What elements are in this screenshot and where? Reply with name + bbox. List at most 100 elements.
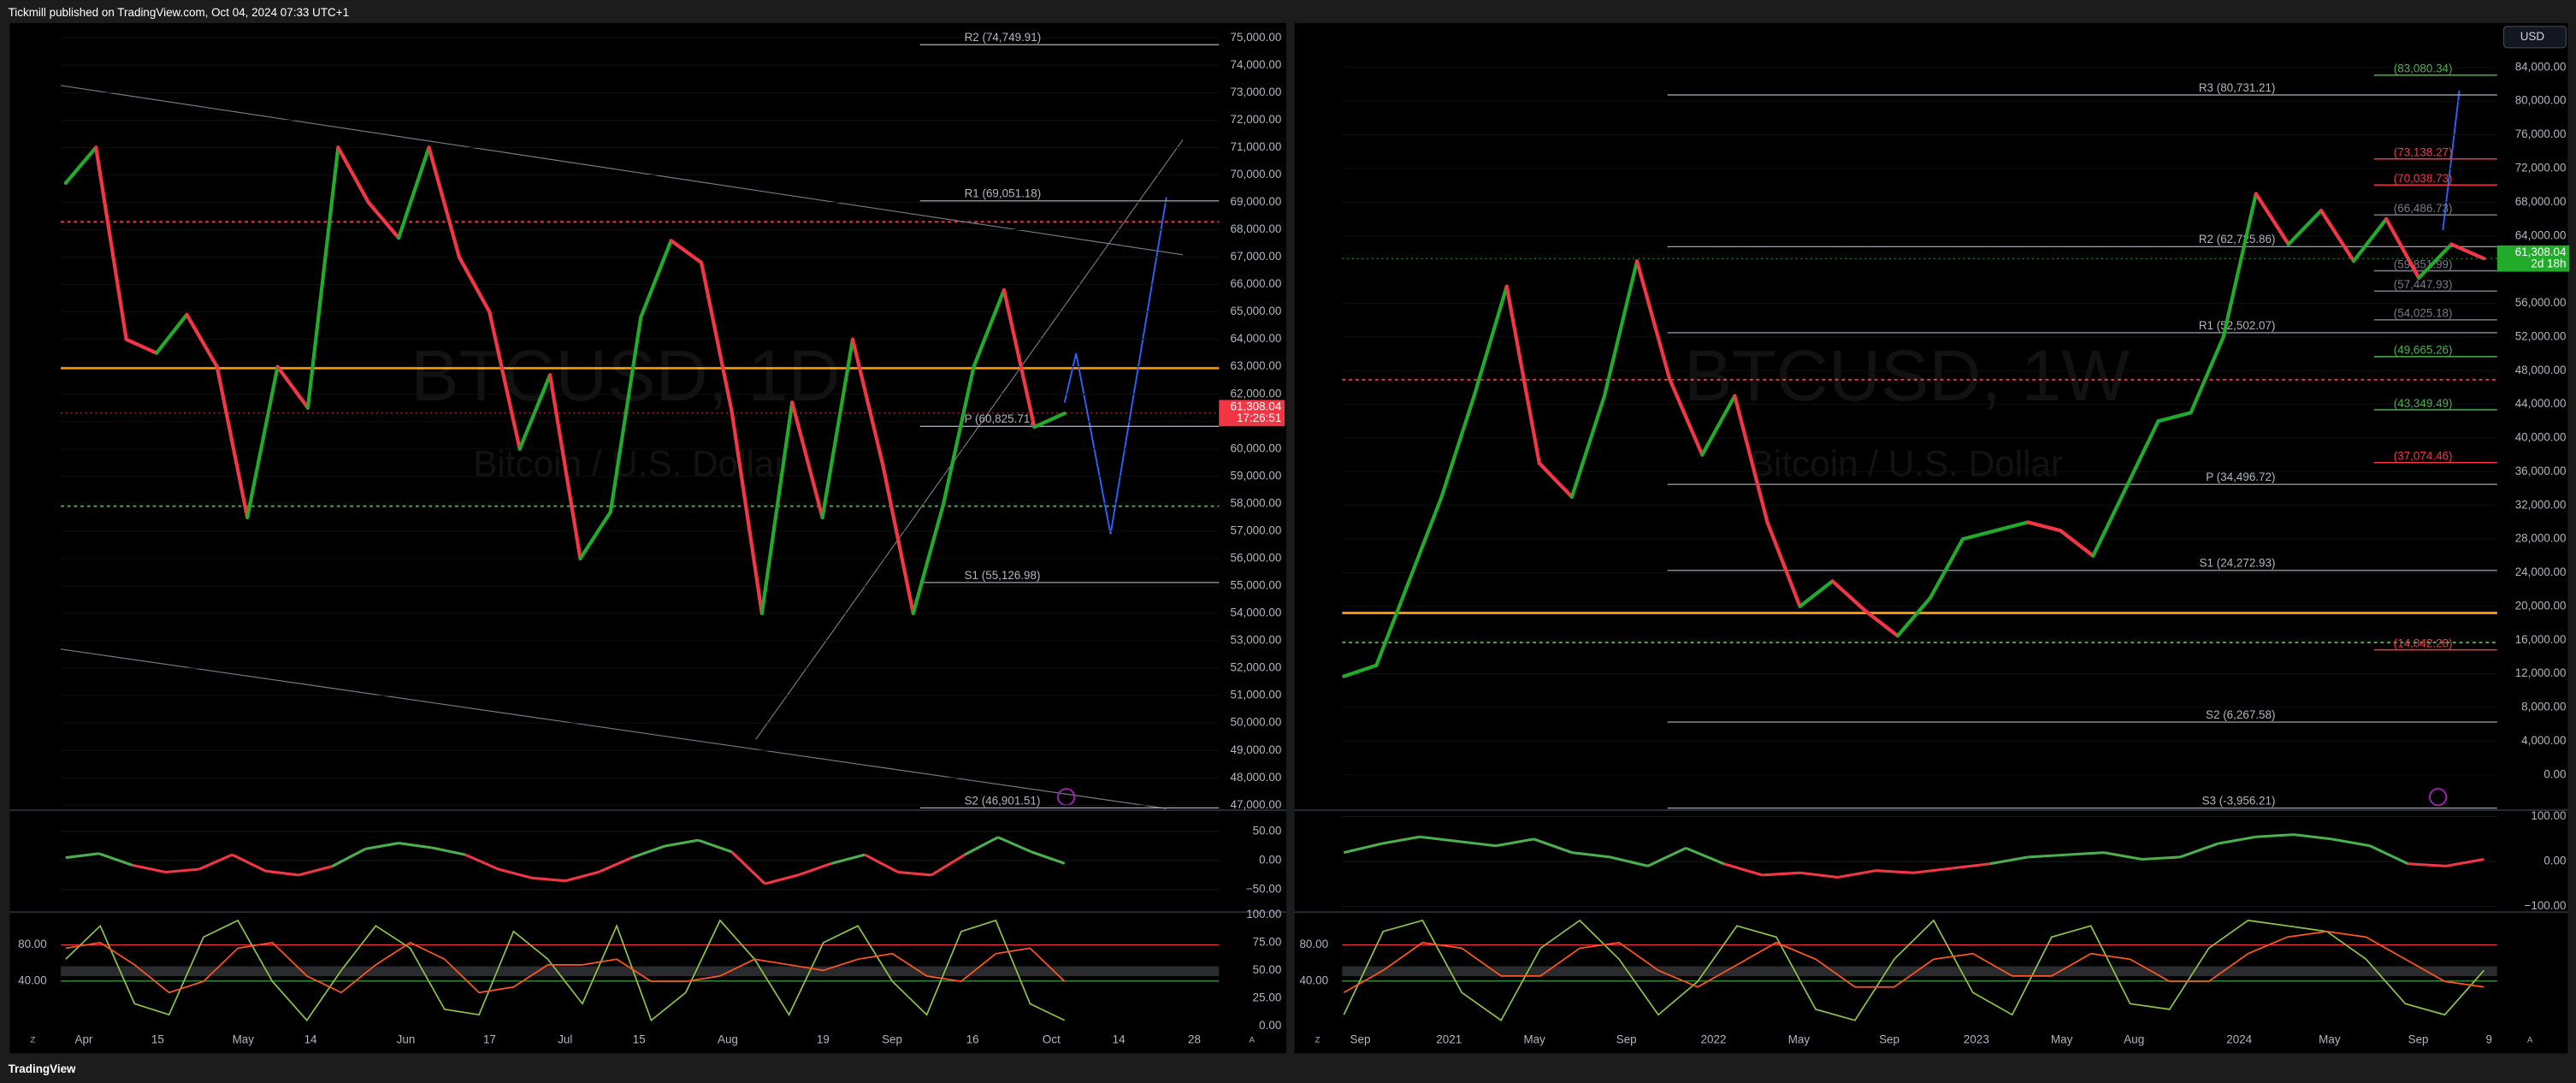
x-tick-label: 2024	[2226, 1033, 2252, 1046]
level-label: (37,074.46)	[2394, 450, 2453, 463]
price-segment	[1928, 537, 1965, 601]
x-tick-label: 14	[304, 1033, 317, 1046]
osc-segment	[2065, 851, 2105, 856]
price-segment	[275, 364, 310, 410]
osc-segment	[730, 850, 766, 885]
x-tick-label: May	[2319, 1033, 2341, 1046]
y-tick-label: 66,000.00	[1231, 277, 1282, 290]
x-tick-label: Sep	[1879, 1033, 1900, 1046]
level-label: (66,486.73)	[2394, 202, 2453, 215]
osc-segment	[464, 853, 499, 871]
scale-button[interactable]: A	[1250, 1036, 1256, 1045]
level-label: (43,349.49)	[2394, 397, 2453, 410]
price-segment	[942, 364, 976, 506]
y-tick-label: 76,000.00	[2515, 127, 2567, 140]
price-segment	[1798, 579, 1835, 608]
symbol-watermark: BTCUSD, 1W	[1684, 334, 2130, 416]
x-tick-label: Sep	[1616, 1033, 1637, 1046]
osc-tick-label: −50.00	[1246, 882, 1281, 895]
pivot-label: P (60,825.71)	[965, 412, 1034, 425]
projection-arrow	[1063, 197, 1167, 535]
y-tick-label: 28,000.00	[2515, 532, 2567, 545]
x-tick-label: 15	[633, 1033, 646, 1046]
level-label: (70,038.73)	[2394, 172, 2453, 185]
osc-segment	[2255, 833, 2295, 838]
y-tick-label: 16,000.00	[2515, 633, 2567, 646]
osc-segment	[764, 873, 799, 885]
osc-segment	[2103, 851, 2142, 861]
y-tick-label: 73,000.00	[1231, 86, 1282, 98]
osc-segment	[1571, 851, 1610, 859]
y-tick-label: 20,000.00	[2515, 599, 2567, 612]
price-segment	[1700, 394, 1737, 457]
scale-button[interactable]: Z	[1315, 1036, 1320, 1045]
osc-segment	[364, 842, 399, 850]
price-segment	[2254, 192, 2291, 246]
event-icon[interactable]	[2429, 788, 2448, 807]
header-title: Tickmill published on TradingView.com, O…	[9, 6, 349, 19]
left-panel	[9, 22, 1287, 1054]
osc-segment	[1799, 871, 1839, 879]
price-segment	[366, 200, 401, 240]
y-tick-label: 67,000.00	[1231, 250, 1282, 263]
osc-segment	[2408, 862, 2447, 867]
stoch-band	[61, 966, 1220, 977]
y-tick-label: 59,000.00	[1231, 469, 1282, 482]
price-segment	[2189, 334, 2225, 415]
osc-segment	[698, 838, 732, 854]
symbol-watermark: BTCUSD, 1D	[411, 334, 840, 416]
osc-segment	[1533, 837, 1573, 855]
osc-segment	[797, 861, 832, 877]
osc-segment	[1876, 869, 1914, 874]
osc-segment	[132, 863, 166, 874]
pivot-label: R3 (80,731.21)	[2199, 81, 2276, 94]
x-tick-label: May	[1788, 1033, 1811, 1046]
osc-segment	[631, 844, 666, 859]
stoch-tick-label: 25.00	[1253, 991, 1282, 1003]
osc-segment	[1495, 837, 1534, 848]
x-tick-label: 14	[1113, 1033, 1126, 1046]
price-segment	[2156, 411, 2193, 423]
level-label: (49,665.26)	[2394, 344, 2453, 357]
osc-tick-label: 100.00	[2531, 809, 2566, 822]
currency-label[interactable]: USD	[2520, 30, 2545, 43]
scale-button[interactable]: A	[2527, 1036, 2533, 1045]
x-tick-label: 17	[483, 1033, 496, 1046]
osc-segment	[98, 852, 133, 867]
y-tick-label: 12,000.00	[2515, 666, 2567, 679]
price-segment	[245, 364, 280, 520]
price-segment	[2124, 419, 2160, 491]
pivot-label: S3 (-3,956.21)	[2202, 795, 2276, 808]
pivot-label: P (34,496.72)	[2206, 470, 2275, 483]
y-tick-label: 62,000.00	[1231, 387, 1282, 399]
price-segment	[1342, 663, 1379, 678]
x-tick-label: Oct	[1043, 1033, 1061, 1046]
osc-segment	[598, 856, 633, 873]
price-segment	[2091, 486, 2128, 558]
stoch-band	[1342, 966, 2497, 977]
price-segment	[1895, 595, 1933, 638]
price-segment	[1001, 287, 1037, 429]
price-segment	[608, 315, 643, 514]
osc-segment	[1457, 839, 1497, 848]
price-segment	[730, 408, 764, 616]
scale-button[interactable]: Z	[30, 1036, 35, 1045]
level-label: (57,447.93)	[2394, 278, 2453, 291]
trend-line	[60, 85, 1184, 256]
price-segment	[487, 310, 522, 451]
x-tick-label: May	[2051, 1033, 2073, 1046]
price-segment	[759, 400, 795, 616]
price-segment	[699, 260, 734, 413]
price-segment	[2286, 209, 2324, 246]
pivot-label: S2 (6,267.58)	[2206, 708, 2275, 721]
y-tick-label: 56,000.00	[1231, 552, 1282, 565]
currency-button[interactable]	[2502, 26, 2567, 49]
price-segment	[336, 145, 370, 204]
pivot-label: S1 (24,272.93)	[2200, 557, 2276, 570]
y-tick-label: 68,000.00	[2515, 195, 2567, 208]
level-label: (14,842.28)	[2394, 636, 2453, 649]
y-tick-label: 48,000.00	[2515, 364, 2567, 376]
osc-segment	[1647, 846, 1687, 867]
price-segment	[1863, 608, 1900, 638]
osc-segment	[2218, 835, 2257, 845]
